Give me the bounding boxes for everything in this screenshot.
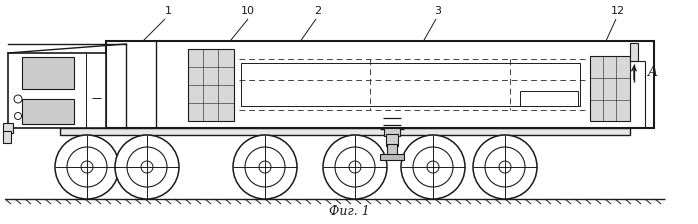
Bar — [8, 53, 106, 128]
Circle shape — [473, 135, 537, 199]
Bar — [590, 56, 630, 121]
Bar — [22, 57, 74, 89]
Circle shape — [259, 161, 271, 173]
Circle shape — [499, 161, 511, 173]
Circle shape — [15, 112, 22, 119]
Bar — [630, 43, 638, 61]
Circle shape — [427, 161, 439, 173]
Bar — [241, 63, 580, 106]
Circle shape — [67, 147, 107, 187]
Bar — [386, 134, 398, 146]
Circle shape — [141, 161, 153, 173]
Circle shape — [81, 161, 93, 173]
Circle shape — [233, 135, 297, 199]
Bar — [60, 128, 630, 135]
Text: 2: 2 — [314, 6, 322, 16]
Circle shape — [115, 135, 179, 199]
Circle shape — [335, 147, 375, 187]
Text: Фиг. 1: Фиг. 1 — [329, 205, 369, 218]
Bar — [380, 154, 404, 160]
Circle shape — [245, 147, 285, 187]
Circle shape — [401, 135, 465, 199]
Bar — [3, 131, 11, 143]
Circle shape — [485, 147, 525, 187]
Bar — [22, 99, 74, 124]
Bar — [106, 41, 654, 128]
Text: 10: 10 — [241, 6, 255, 16]
Circle shape — [14, 95, 22, 103]
Circle shape — [413, 147, 453, 187]
Bar — [387, 144, 397, 156]
Text: A: A — [647, 65, 657, 79]
Text: 1: 1 — [165, 6, 172, 16]
Bar — [384, 128, 400, 136]
Circle shape — [349, 161, 361, 173]
Bar — [3, 123, 13, 133]
Bar — [188, 49, 234, 121]
Circle shape — [127, 147, 167, 187]
Circle shape — [323, 135, 387, 199]
Text: 3: 3 — [434, 6, 442, 16]
Circle shape — [55, 135, 119, 199]
Text: 12: 12 — [611, 6, 625, 16]
